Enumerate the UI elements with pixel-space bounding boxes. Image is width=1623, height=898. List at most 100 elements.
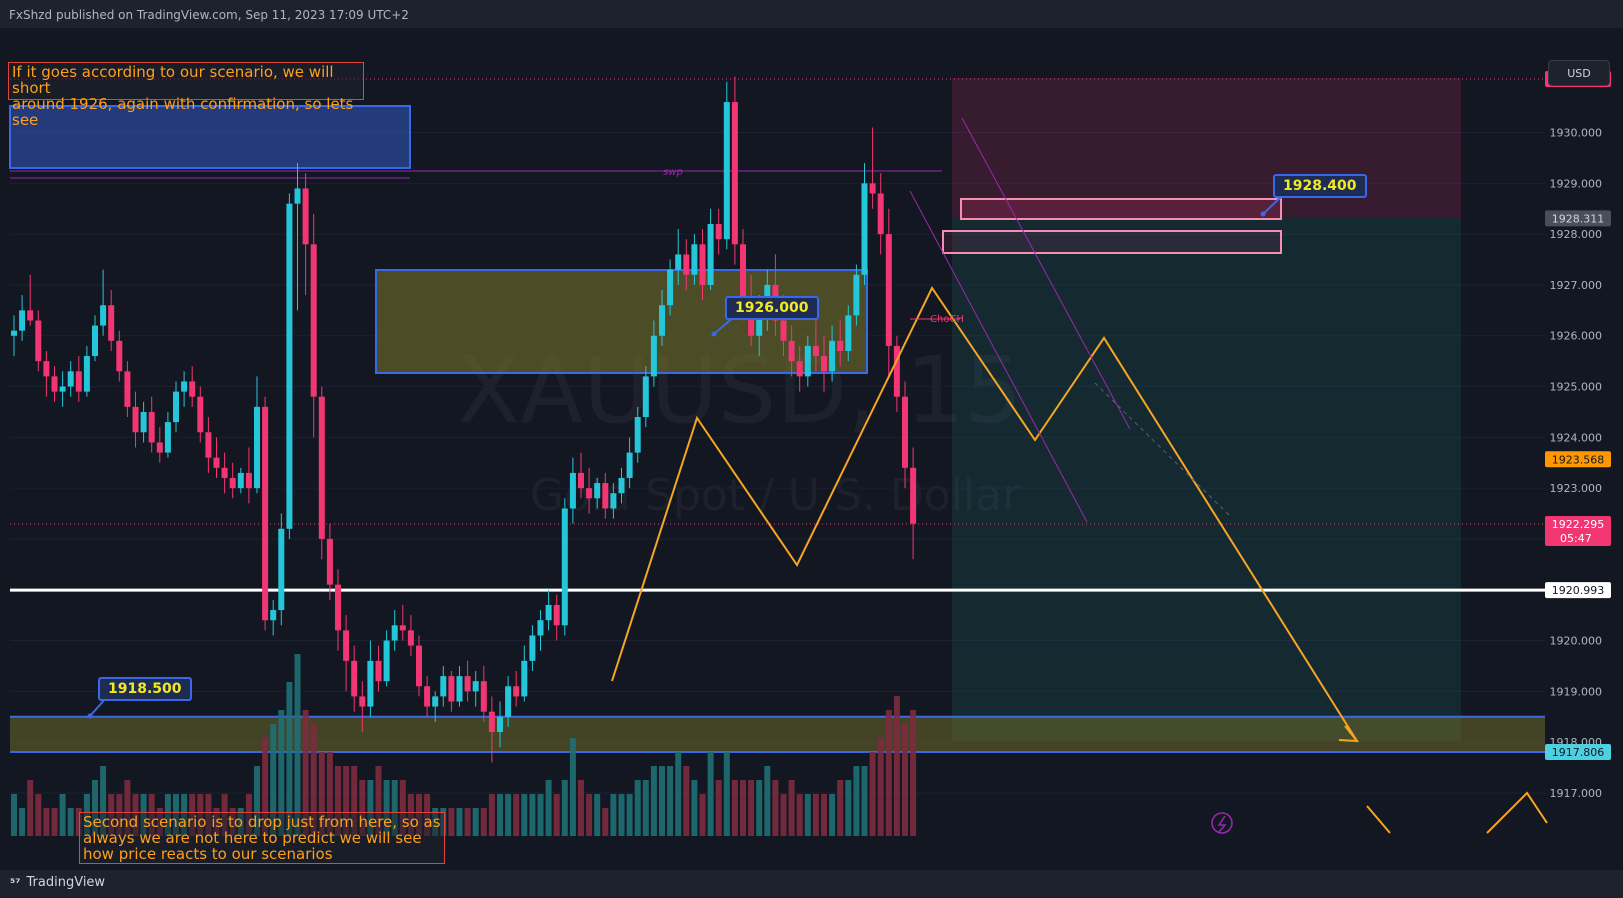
volume-bar [480,808,487,836]
candle-body [189,381,196,397]
candle-body [399,625,406,631]
candle-body [140,411,147,433]
price-tick: 1925.000 [1550,381,1603,394]
volume-bar [804,794,811,836]
volume-bar [359,780,366,836]
badge-1918-anchor [87,713,93,719]
volume-bar [853,766,860,836]
volume-bar [569,738,576,836]
candle-body [804,345,811,377]
price-tick: 1920.000 [1550,635,1603,648]
volume-bar [772,780,779,836]
candle-body [740,244,746,306]
volume-bar [19,808,26,836]
supply-zone-top-left [9,105,411,169]
candle-body [19,310,26,331]
candle-body [821,356,827,372]
volume-bar [497,794,503,836]
candle-body [310,244,317,397]
volume-bar [27,780,34,836]
volume-bar [659,766,665,836]
scenario-note-bottom[interactable]: Second scenario is to drop just from her… [79,812,445,864]
candle-body [659,305,665,336]
currency-selector[interactable]: USD [1548,60,1610,86]
candle-body [634,417,641,453]
badge-1918-5[interactable]: 1918.500 [98,677,192,701]
volume-bar [545,780,552,836]
volume-bar [650,766,657,836]
candle-body [391,625,398,641]
chart-area[interactable]: XAUUSD, 15 Gold Spot / U.S. Dollar swp Ch… [0,28,1623,884]
candle-body [35,320,42,362]
candle-body [59,386,66,392]
candle-body [359,696,366,707]
footer-bar: ⁵⁷ TradingView [0,870,1623,898]
brand-name: TradingView [26,875,106,890]
candle-body [796,361,803,377]
price-tag [1545,210,1611,227]
volume-bar [723,752,730,836]
candle-body [67,371,74,387]
published-line: FxShzd published on TradingView.com, Sep… [9,8,409,22]
volume-bar [278,710,285,836]
badge-1926-anchor [711,331,717,337]
scenario-arrow-head [1338,725,1360,743]
candle-body [351,660,358,697]
candle-body [124,371,131,407]
volume-bar [610,794,617,836]
volume-bar [740,780,746,836]
candle-body [626,452,633,478]
volume-bar [318,752,325,836]
candle-body [853,274,860,316]
volume-bar [812,794,819,836]
volume-bar [124,780,131,836]
candle-body [92,325,98,357]
volume-bar [270,724,277,836]
candle-body [448,676,455,702]
scenario-note-top[interactable]: If it goes according to our scenario, we… [8,62,364,128]
volume-bar [683,766,690,836]
price-tag-label: 1920.993 [1552,584,1605,597]
volume-bar [675,752,682,836]
candle-body [829,340,836,372]
volume-bar [707,752,714,836]
candle-body [326,538,333,585]
volume-bar [756,780,763,836]
price-tick: 1917.000 [1550,787,1603,800]
price-tick: 1923.000 [1550,482,1603,495]
price-chart[interactable]: XAUUSD, 15 Gold Spot / U.S. Dollar swpCh… [0,28,1623,870]
candle-body [262,406,269,621]
volume-bar [553,794,560,836]
volume-bar [731,780,738,836]
candle-body [610,493,617,509]
candle-body [707,223,714,285]
badge-1928-4[interactable]: 1928.400 [1273,174,1367,198]
price-tag [1545,451,1611,468]
candle-body [294,188,301,204]
candle-body [83,356,90,392]
order-block-2 [942,230,1282,254]
candle-body [164,422,171,453]
volume-bar [67,808,74,836]
candle-body [877,193,884,235]
candle-body [578,472,584,489]
badge-1926[interactable]: 1926.000 [725,296,819,320]
candle-body [343,630,350,661]
candle-body [278,528,285,611]
volume-bar [302,710,309,836]
badge-1928-anchor [1260,211,1266,217]
volume-bar [626,794,633,836]
candle-body [456,676,463,702]
scenario-tail-1 [1366,805,1391,834]
candle-body [407,630,414,646]
price-tag-label: 1922.295 [1552,518,1605,531]
volume-bar [691,780,698,836]
volume-bar [456,808,463,836]
candle-body [181,381,188,392]
price-tick: 1929.000 [1550,177,1603,190]
candle-body [254,406,260,489]
candle-body [731,102,738,245]
candle-body [11,330,17,336]
volume-bar [586,794,593,836]
tradingview-brand[interactable]: ⁵⁷ TradingView [10,875,105,890]
